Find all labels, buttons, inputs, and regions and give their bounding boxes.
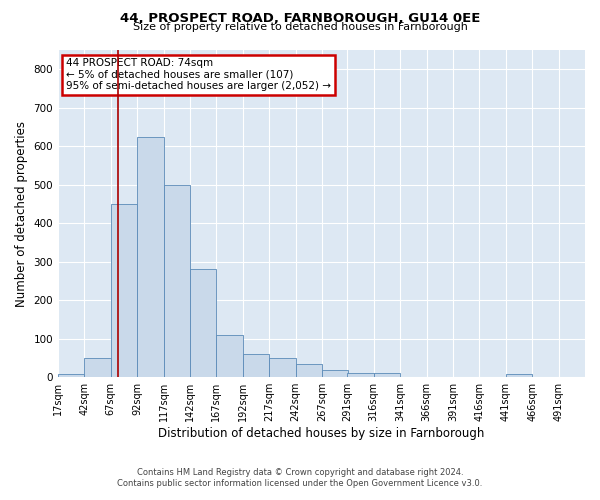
Text: Contains HM Land Registry data © Crown copyright and database right 2024.
Contai: Contains HM Land Registry data © Crown c… (118, 468, 482, 487)
Bar (322, 370, 349, 377)
Y-axis label: Number of detached properties: Number of detached properties (15, 120, 28, 306)
Bar (296, 364, 322, 377)
Text: 44, PROSPECT ROAD, FARNBOROUGH, GU14 0EE: 44, PROSPECT ROAD, FARNBOROUGH, GU14 0EE (120, 12, 480, 26)
Bar (217, 335, 243, 377)
X-axis label: Distribution of detached houses by size in Farnborough: Distribution of detached houses by size … (158, 427, 485, 440)
Bar (58, 374, 85, 377)
Bar (137, 136, 164, 377)
Bar (347, 374, 374, 377)
Bar (85, 358, 111, 377)
Bar (506, 374, 532, 377)
Text: Size of property relative to detached houses in Farnborough: Size of property relative to detached ho… (133, 22, 467, 32)
Text: 44 PROSPECT ROAD: 74sqm
← 5% of detached houses are smaller (107)
95% of semi-de: 44 PROSPECT ROAD: 74sqm ← 5% of detached… (66, 58, 331, 92)
Bar (164, 184, 190, 377)
Bar (243, 354, 269, 377)
Bar (374, 374, 400, 377)
Bar (190, 270, 217, 377)
Bar (269, 358, 296, 377)
Bar (111, 204, 137, 377)
